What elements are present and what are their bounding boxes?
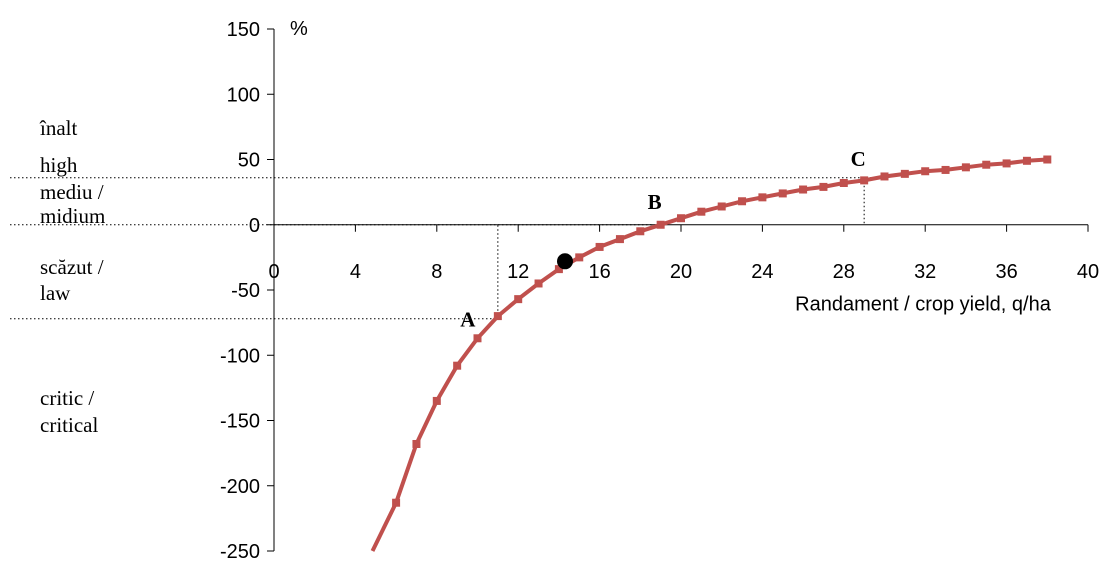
zone-label-line2: high — [40, 153, 78, 177]
annotation-label: B — [648, 190, 662, 214]
x-tick-label: 16 — [588, 261, 610, 283]
series-point — [697, 207, 706, 216]
current-point-marker — [557, 253, 574, 270]
zone-label-line2: critical — [40, 413, 98, 437]
x-tick-label: 8 — [431, 261, 442, 283]
y-tick-label: -150 — [220, 411, 260, 433]
x-tick-label: 20 — [670, 261, 692, 283]
axes — [273, 29, 1088, 551]
zone-label-line1: înalt — [39, 116, 77, 140]
y-tick-label: -250 — [220, 541, 260, 561]
zone-label-line1: critic / — [40, 386, 94, 410]
series-point — [738, 197, 747, 206]
y-tick-label: 100 — [227, 84, 260, 106]
series-point — [473, 334, 482, 343]
x-tick-label: 36 — [995, 261, 1017, 283]
series-point — [799, 185, 808, 194]
series-point — [595, 242, 604, 251]
zone-label-line1: mediu / — [40, 180, 104, 204]
series-point — [921, 167, 930, 176]
x-tick-label: 12 — [507, 261, 529, 283]
zone-label-line1: scăzut / — [40, 255, 104, 279]
series-point — [860, 176, 869, 185]
y-tick-label: 150 — [227, 19, 260, 41]
series-point — [880, 172, 889, 181]
series-point — [677, 214, 685, 223]
series-line — [370, 157, 1048, 552]
series-point — [717, 202, 726, 211]
series-point — [514, 295, 523, 304]
x-tick-label: 24 — [751, 261, 773, 283]
series-point — [941, 165, 950, 174]
y-tick-label: -200 — [220, 476, 260, 498]
series-point — [961, 163, 970, 172]
x-tick-label: 40 — [1077, 261, 1099, 283]
y-axis-label: % — [290, 18, 308, 40]
x-tick-label: 0 — [268, 261, 279, 283]
series-point — [982, 160, 991, 169]
series-point — [656, 220, 665, 229]
series-point — [534, 279, 543, 288]
series-point — [615, 235, 624, 244]
x-tick-label: 28 — [833, 261, 855, 283]
x-tick-label: 32 — [914, 261, 936, 283]
series-point — [778, 189, 787, 198]
series-point — [636, 227, 645, 236]
series-point — [758, 193, 767, 202]
series-point — [575, 253, 584, 262]
series-point — [453, 361, 462, 370]
series-point — [1022, 156, 1031, 165]
series-point — [1002, 159, 1011, 168]
y-tick-label: -100 — [220, 345, 260, 367]
series-point — [1043, 155, 1052, 164]
series-point — [554, 265, 563, 274]
zone-label-line2: law — [40, 281, 71, 305]
series-point — [900, 169, 909, 178]
series-point — [432, 396, 441, 405]
x-tick-label: 4 — [350, 261, 361, 283]
series-point — [493, 312, 502, 321]
series-point — [819, 182, 828, 191]
zone-label-line2: midium — [40, 204, 105, 228]
y-tick-label: 50 — [238, 150, 260, 172]
y-axis-ticks: 150 100 50 0 -50 -100 -150 -200 -250 — [220, 19, 274, 561]
series-point — [412, 439, 421, 448]
y-tick-label: -50 — [231, 280, 260, 302]
series-point — [392, 498, 401, 507]
series-point — [839, 178, 848, 187]
annotations: A B C — [460, 147, 865, 332]
y-tick-label: 0 — [249, 215, 260, 237]
x-axis-label: Randament / crop yield, q/ha — [795, 294, 1052, 316]
zone-labels: înalt high mediu /midium scăzut /law critic … — [39, 116, 105, 437]
x-axis-ticks: 0 4 8 12 16 20 24 28 32 36 40 — [268, 224, 1099, 283]
annotation-label: C — [851, 147, 866, 171]
series-group — [370, 155, 1052, 552]
annotation-label: A — [460, 308, 476, 332]
